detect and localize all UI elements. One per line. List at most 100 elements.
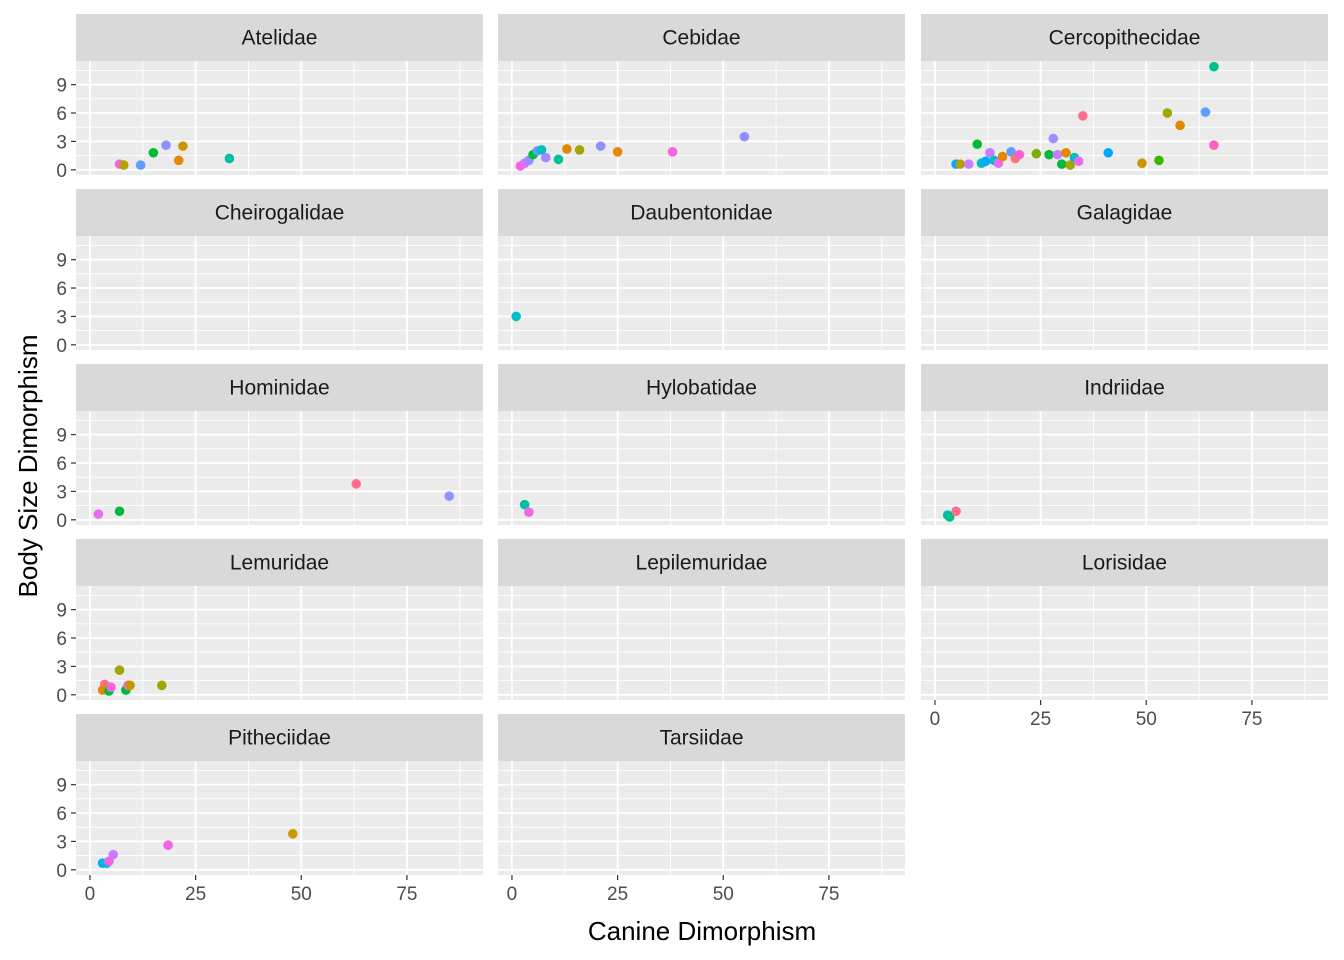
facet-strip: [76, 189, 483, 236]
facet-strip: [921, 539, 1328, 586]
data-point: [1061, 147, 1071, 158]
data-point: [562, 144, 572, 154]
y-tick-label: 0: [56, 511, 67, 532]
x-tick-label: 25: [1030, 709, 1051, 730]
y-tick-label: 6: [56, 454, 67, 475]
facet-strip-label: Pitheciidae: [228, 727, 331, 750]
data-point: [135, 160, 146, 170]
facet-strip-label: Tarsiidae: [659, 727, 743, 750]
facet-strip-label: Lorisidae: [1082, 552, 1167, 575]
y-tick-label: 6: [56, 629, 67, 650]
y-tick-label: 9: [56, 776, 67, 797]
y-tick-label: 3: [56, 832, 67, 853]
facet-daubentonidae: Daubentonidae: [498, 189, 905, 350]
data-point: [553, 154, 564, 165]
data-point: [178, 141, 188, 151]
facet-hominidae: Hominidae 0 3 6 9: [56, 364, 483, 532]
panel-background: [76, 61, 483, 175]
panel-background: [498, 761, 905, 875]
y-tick-label: 3: [56, 132, 67, 153]
data-point: [595, 141, 606, 151]
panel-background: [921, 236, 1328, 350]
data-point: [1052, 149, 1063, 160]
data-point: [519, 499, 530, 510]
data-point: [997, 151, 1008, 162]
y-tick-label: 6: [56, 279, 67, 300]
facet-strip-label: Hylobatidae: [646, 377, 757, 400]
y-tick-label: 0: [56, 686, 67, 707]
panel-background: [921, 586, 1328, 700]
facet-strip: [76, 14, 483, 61]
facet-strip-label: Cheirogalidae: [215, 202, 345, 225]
data-point: [1073, 156, 1084, 167]
data-point: [951, 506, 961, 517]
x-tick-label: 75: [1241, 709, 1262, 730]
data-point: [1137, 158, 1147, 168]
x-tick-label: 25: [185, 884, 206, 905]
facet-panels: Atelidae 0 3 6 9 Cebidae Cercopithecidae Cheiro…: [56, 14, 1328, 905]
data-point: [1209, 140, 1219, 150]
data-point: [1014, 149, 1025, 160]
x-tick-label: 50: [291, 884, 312, 905]
facet-strip-label: Lemuridae: [230, 552, 329, 575]
facet-strip-label: Indriidae: [1084, 377, 1165, 400]
facet-strip: [498, 14, 905, 61]
x-tick-label: 25: [607, 884, 628, 905]
x-tick-label: 0: [507, 884, 518, 905]
facet-strip: [921, 364, 1328, 411]
data-point: [1154, 155, 1164, 166]
facet-strip: [498, 714, 905, 761]
panel-background: [76, 586, 483, 700]
panel-background: [498, 236, 905, 350]
facet-strip-label: Hominidae: [229, 377, 329, 400]
data-point: [444, 491, 454, 501]
x-tick-label: 75: [396, 884, 417, 905]
facet-strip: [921, 189, 1328, 236]
data-point: [540, 152, 551, 163]
panel-background: [76, 411, 483, 525]
x-tick-label: 0: [930, 709, 941, 730]
facet-lorisidae: Lorisidae 0 25 50 75: [921, 539, 1328, 730]
x-tick-label: 50: [713, 884, 734, 905]
facet-cheirogalidae: Cheirogalidae 0 3 6 9: [56, 189, 483, 357]
data-point: [980, 156, 991, 167]
facet-strip-label: Lepilemuridae: [636, 552, 768, 575]
y-tick-label: 6: [56, 104, 67, 125]
x-tick-label: 0: [85, 884, 96, 905]
data-point: [972, 139, 983, 150]
facet-strip: [498, 539, 905, 586]
facet-strip-label: Cercopithecidae: [1049, 27, 1201, 50]
y-tick-label: 3: [56, 307, 67, 328]
panel-background: [498, 411, 905, 525]
panel-background: [498, 586, 905, 700]
facet-lepilemuridae: Lepilemuridae: [498, 539, 905, 700]
data-point: [536, 145, 547, 155]
data-point: [1175, 120, 1185, 131]
data-point: [351, 479, 362, 489]
facet-strip-label: Cebidae: [662, 27, 740, 50]
facet-tarsiidae: Tarsiidae 0 25 50 75: [498, 714, 905, 905]
x-tick-label: 75: [818, 884, 839, 905]
data-point: [288, 829, 298, 839]
facet-hylobatidae: Hylobatidae: [498, 364, 905, 525]
facet-strip: [76, 539, 483, 586]
data-point: [1078, 111, 1088, 121]
y-tick-label: 0: [56, 161, 67, 182]
facet-strip: [76, 364, 483, 411]
y-tick-label: 0: [56, 336, 67, 357]
x-tick-label: 50: [1136, 709, 1157, 730]
y-tick-label: 9: [56, 76, 67, 97]
data-point: [1103, 147, 1114, 158]
data-point: [1065, 160, 1075, 170]
data-point: [106, 682, 116, 693]
data-point: [524, 507, 534, 518]
panel-background: [76, 236, 483, 350]
data-point: [1056, 159, 1067, 169]
facet-strip-label: Daubentonidae: [630, 202, 772, 225]
panel-background: [921, 61, 1328, 175]
data-point: [985, 147, 995, 158]
facet-strip-label: Galagidae: [1077, 202, 1173, 225]
data-point: [612, 147, 623, 157]
facet-atelidae: Atelidae 0 3 6 9: [56, 14, 483, 182]
